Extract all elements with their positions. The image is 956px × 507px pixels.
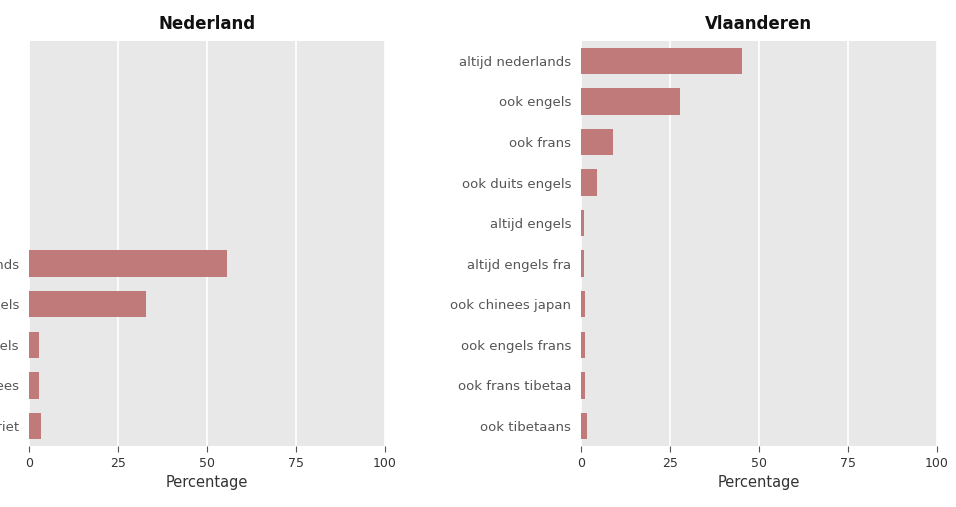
Bar [580,210,584,236]
Bar [580,129,613,155]
Bar [580,250,584,277]
Bar [29,332,39,358]
Title: Vlaanderen: Vlaanderen [706,15,813,33]
Bar [580,291,585,317]
Bar [580,88,681,115]
Bar [580,372,585,399]
X-axis label: Percentage: Percentage [718,475,800,490]
Title: Nederland: Nederland [158,15,255,33]
Bar [29,250,227,277]
Bar [580,48,742,74]
Bar [29,372,39,399]
Bar [580,169,597,196]
Bar [29,291,146,317]
Bar [580,413,587,439]
X-axis label: Percentage: Percentage [165,475,248,490]
Bar [580,332,585,358]
Bar [29,413,41,439]
